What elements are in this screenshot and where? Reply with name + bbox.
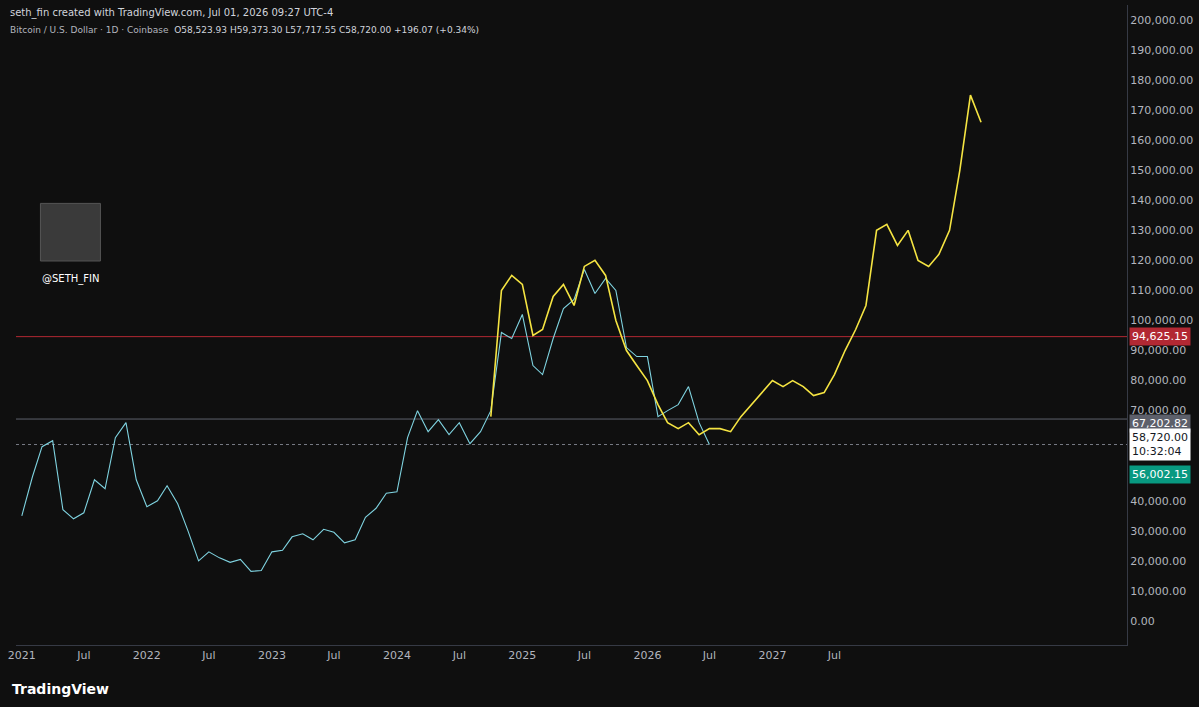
svg-text:58,720.0010:32:04: 58,720.0010:32:04 [1132, 431, 1188, 458]
svg-text:170,000.00: 170,000.00 [1130, 104, 1193, 117]
svg-text:56,002.15: 56,002.15 [1132, 468, 1188, 481]
svg-text:140,000.00: 140,000.00 [1130, 194, 1193, 207]
svg-text:2026: 2026 [633, 649, 661, 662]
svg-text:80,000.00: 80,000.00 [1130, 374, 1186, 387]
svg-text:Jul: Jul [452, 649, 466, 662]
svg-text:40,000.00: 40,000.00 [1130, 495, 1186, 508]
svg-text:94,625.15: 94,625.15 [1132, 330, 1188, 343]
svg-text:70,000.00: 70,000.00 [1130, 404, 1186, 417]
svg-text:TradingView: TradingView [12, 681, 109, 697]
svg-text:Bitcoin / U.S. Dollar · 1D · C: Bitcoin / U.S. Dollar · 1D · Coinbase O5… [10, 25, 479, 35]
svg-text:130,000.00: 130,000.00 [1130, 224, 1193, 237]
svg-text:2022: 2022 [133, 649, 161, 662]
svg-text:120,000.00: 120,000.00 [1130, 254, 1193, 267]
svg-text:90,000.00: 90,000.00 [1130, 344, 1186, 357]
svg-text:Jul: Jul [827, 649, 841, 662]
svg-text:200,000.00: 200,000.00 [1130, 14, 1193, 27]
svg-text:2027: 2027 [758, 649, 786, 662]
svg-text:seth_fin created with TradingV: seth_fin created with TradingView.com, J… [10, 7, 333, 19]
svg-text:20,000.00: 20,000.00 [1130, 555, 1186, 568]
svg-text:2023: 2023 [258, 649, 286, 662]
svg-text:100,000.00: 100,000.00 [1130, 314, 1193, 327]
svg-text:Jul: Jul [201, 649, 215, 662]
svg-text:2025: 2025 [508, 649, 536, 662]
svg-text:2024: 2024 [383, 649, 411, 662]
svg-text:@SETH_FIN: @SETH_FIN [42, 273, 99, 285]
svg-text:Jul: Jul [326, 649, 340, 662]
svg-text:150,000.00: 150,000.00 [1130, 164, 1193, 177]
svg-text:Jul: Jul [577, 649, 591, 662]
svg-text:Jul: Jul [702, 649, 716, 662]
svg-text:190,000.00: 190,000.00 [1130, 44, 1193, 57]
svg-text:67,202.82: 67,202.82 [1132, 417, 1188, 430]
svg-text:0.00: 0.00 [1130, 615, 1155, 628]
svg-text:10,000.00: 10,000.00 [1130, 585, 1186, 598]
svg-text:110,000.00: 110,000.00 [1130, 284, 1193, 297]
svg-text:Jul: Jul [76, 649, 90, 662]
svg-text:2021: 2021 [8, 649, 36, 662]
svg-text:160,000.00: 160,000.00 [1130, 134, 1193, 147]
svg-text:180,000.00: 180,000.00 [1130, 74, 1193, 87]
svg-text:30,000.00: 30,000.00 [1130, 525, 1186, 538]
